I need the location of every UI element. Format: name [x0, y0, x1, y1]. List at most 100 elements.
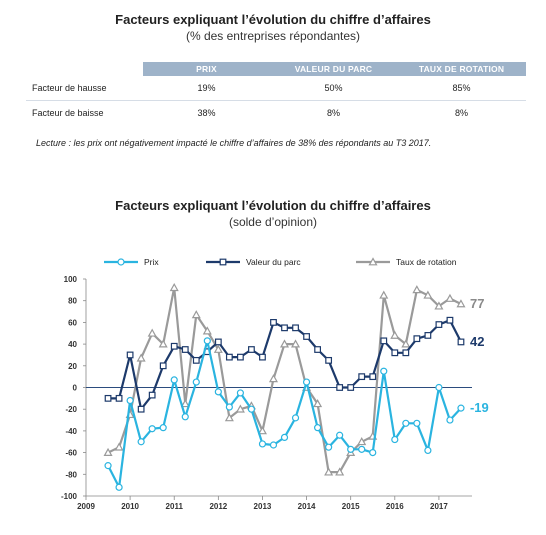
data-point — [114, 442, 124, 451]
data-point — [203, 337, 211, 345]
data-point — [258, 440, 267, 448]
end-label: 42 — [470, 334, 484, 349]
data-point — [136, 353, 146, 362]
data-point — [347, 384, 355, 391]
table-cell: 19% — [143, 76, 270, 101]
data-point — [445, 293, 455, 302]
data-point — [170, 376, 178, 384]
data-point — [391, 349, 399, 357]
y-tick-label: -80 — [65, 470, 77, 479]
data-point — [314, 346, 321, 353]
data-point — [314, 424, 322, 432]
data-point — [457, 338, 465, 346]
data-point — [259, 353, 266, 361]
data-point — [126, 396, 134, 405]
data-point — [336, 431, 344, 439]
chart-subtitle: (solde d’opinion) — [229, 215, 317, 229]
table-cell: 38% — [197, 108, 216, 118]
data-point — [446, 316, 454, 324]
series-prix — [104, 337, 465, 491]
x-tick-label: 2011 — [166, 502, 184, 511]
data-point — [147, 328, 157, 337]
data-point — [412, 285, 422, 294]
data-point — [401, 339, 411, 348]
data-point — [434, 301, 444, 310]
data-point — [280, 433, 289, 442]
data-point — [219, 258, 227, 266]
data-point — [368, 257, 378, 266]
data-point — [115, 483, 123, 491]
column-header-prix: PRIX — [143, 62, 270, 76]
legend-label: Prix — [144, 257, 159, 267]
data-point — [292, 324, 299, 332]
x-tick-label: 2016 — [386, 502, 404, 511]
data-point — [324, 467, 334, 476]
data-point — [148, 425, 156, 433]
data-point — [235, 404, 245, 413]
factors-table: PRIX VALEUR DU PARC TAUX DE ROTATION Fac… — [26, 62, 526, 125]
data-point — [456, 299, 466, 308]
x-tick-label: 2009 — [77, 502, 95, 511]
data-point — [379, 290, 389, 299]
data-point — [169, 282, 179, 292]
column-header-valeur-du-parc: VALEUR DU PARC — [270, 62, 397, 76]
x-tick-label: 2010 — [121, 502, 139, 511]
data-point — [446, 416, 454, 424]
data-point — [257, 426, 267, 435]
y-tick-label: -60 — [65, 449, 77, 458]
data-point — [325, 443, 333, 451]
data-point — [191, 310, 201, 319]
reading-note: Lecture : les prix ont négativement impa… — [36, 138, 432, 148]
series-line — [107, 286, 462, 474]
y-tick-label: 80 — [68, 297, 77, 306]
data-point — [247, 405, 256, 413]
data-point — [391, 435, 399, 444]
legend-label: Valeur du parc — [246, 257, 301, 267]
data-point — [214, 338, 222, 346]
data-point — [159, 362, 167, 370]
table-subtitle: (% des entreprises répondantes) — [185, 29, 361, 43]
data-point — [202, 326, 212, 335]
table-cell: 85% — [397, 76, 526, 101]
data-point — [303, 333, 310, 340]
table-row: Facteur de hausse 19% 50% 85% — [26, 76, 526, 101]
x-tick-label: 2012 — [209, 502, 227, 511]
data-point — [137, 405, 145, 413]
x-tick-label: 2017 — [430, 502, 448, 511]
data-point — [423, 290, 433, 299]
data-point — [214, 388, 222, 396]
column-header-taux-de-rotation: TAUX DE ROTATION — [397, 62, 526, 76]
table-cell: 8% — [326, 108, 340, 118]
data-point — [369, 449, 377, 457]
data-point — [213, 344, 223, 353]
table-cell: 50% — [270, 76, 397, 101]
data-point — [313, 399, 323, 408]
data-point — [390, 330, 400, 339]
legend-item: Prix — [104, 257, 159, 267]
data-point — [237, 353, 244, 361]
data-point — [103, 447, 113, 456]
x-tick-label: 2015 — [342, 502, 360, 511]
y-tick-label: 100 — [64, 275, 78, 284]
data-point — [159, 424, 167, 432]
data-point — [424, 332, 432, 339]
data-point — [358, 373, 366, 381]
data-point — [402, 349, 410, 357]
data-point — [225, 353, 233, 361]
y-tick-label: -20 — [65, 405, 77, 414]
data-point — [336, 384, 344, 391]
data-point — [268, 374, 279, 383]
chart-title: Facteurs expliquant l’évolution du chiff… — [115, 198, 431, 213]
table-title: Facteurs expliquant l’évolution du chiff… — [115, 12, 431, 27]
legend-item: Valeur du parc — [206, 257, 301, 267]
data-point — [236, 389, 244, 397]
data-point — [380, 367, 388, 375]
data-point — [270, 319, 277, 326]
y-tick-label: -40 — [65, 427, 77, 436]
x-tick-label: 2013 — [254, 502, 272, 511]
series-valeur-du-parc — [104, 316, 465, 413]
data-point — [192, 378, 200, 386]
end-label: 77 — [470, 296, 484, 311]
table-cell: 8% — [454, 108, 468, 118]
y-tick-label: 0 — [73, 384, 78, 393]
